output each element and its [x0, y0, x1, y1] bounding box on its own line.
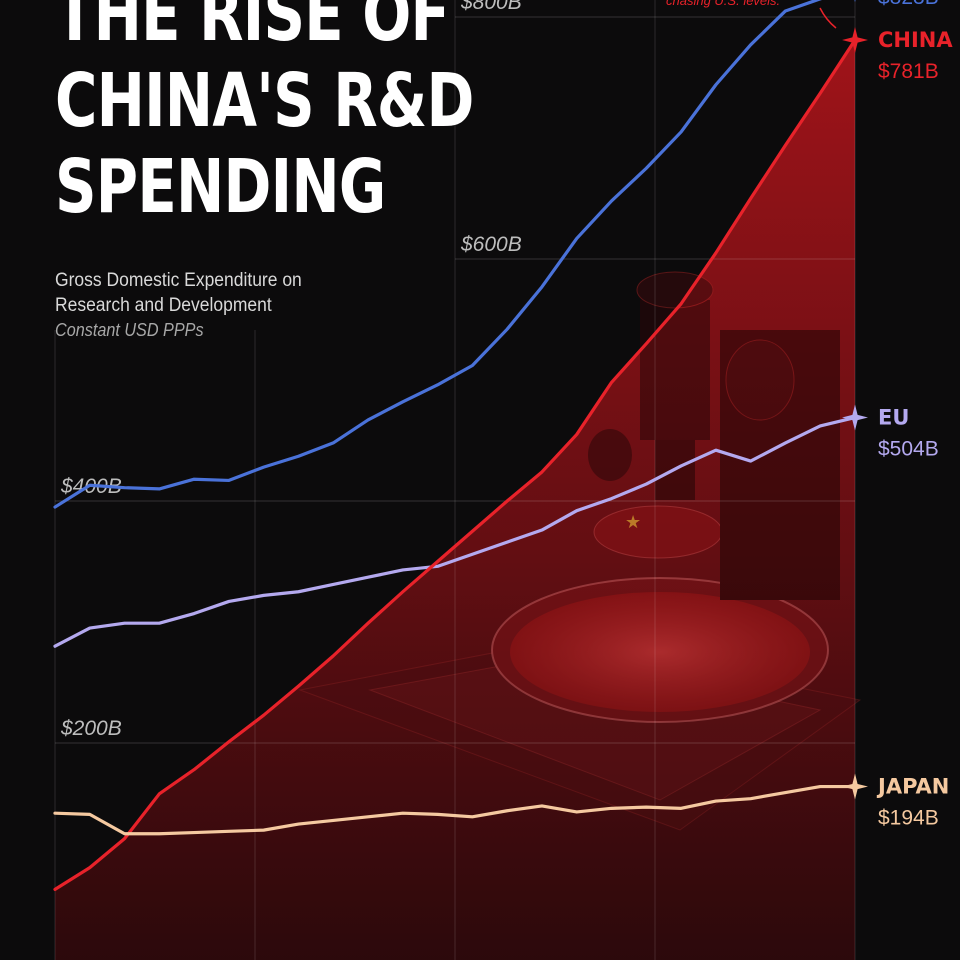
y-tick-label: $600B: [460, 233, 522, 256]
chart-subtitle: Gross Domestic Expenditure on Research a…: [55, 268, 359, 318]
series-value-label: $823B: [878, 0, 939, 9]
chart-title: THE RISE OF CHINA'S R&D SPENDING: [55, 0, 474, 230]
y-tick-label: $200B: [60, 717, 122, 740]
end-marker-us: [842, 0, 868, 2]
title-line-1: THE RISE OF: [55, 0, 474, 58]
unit-label: Constant USD PPPs: [55, 320, 204, 341]
title-line-3: SPENDING: [55, 144, 474, 230]
series-name-label: JAPAN: [876, 775, 949, 799]
series-value-label: $194B: [878, 807, 939, 830]
svg-text:★: ★: [625, 512, 641, 533]
series-value-label: $504B: [878, 438, 939, 461]
series-value-label: $781B: [878, 60, 939, 83]
series-name-label: CHINA: [878, 28, 953, 52]
title-line-2: CHINA'S R&D: [55, 58, 474, 144]
end-marker-china: [842, 27, 868, 53]
annotation-text: chasing U.S. levels.: [666, 0, 780, 8]
series-name-label: EU: [878, 406, 909, 430]
annotation-arrow: [820, 8, 836, 28]
